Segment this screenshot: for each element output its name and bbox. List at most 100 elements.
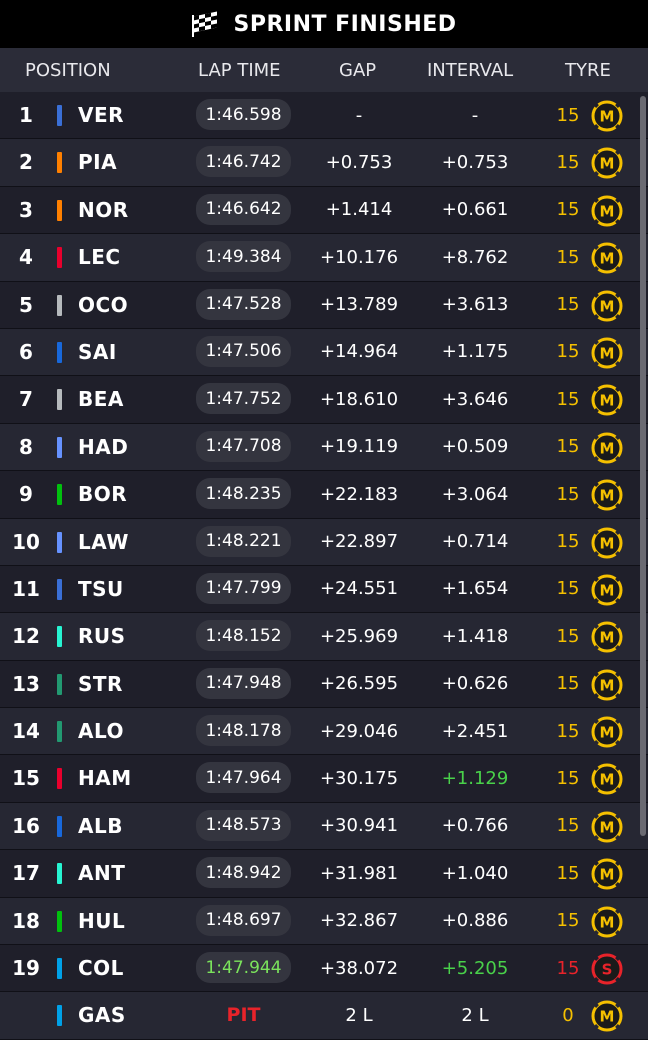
driver-code: BEA — [78, 387, 124, 412]
table-row[interactable]: GAS PIT 2 L 2 L 0 M — [0, 992, 648, 1040]
position-number: 2 — [19, 150, 33, 175]
lap-time-pill: 1:47.799 — [196, 572, 291, 604]
medium-tyre-icon: M — [591, 479, 623, 511]
tyre-compound-letter: M — [600, 155, 615, 173]
team-color-bar — [57, 1005, 62, 1027]
table-row[interactable]: 16 ALB 1:48.573 +30.941 +0.766 15 M — [0, 802, 648, 851]
table-row[interactable]: 17 ANT 1:48.942 +31.981 +1.040 15 M — [0, 850, 648, 898]
tyre-compound-letter: M — [600, 534, 615, 552]
gap-value: +1.414 — [325, 199, 393, 221]
tyre-laps: 15 — [556, 483, 580, 505]
driver-code: PIA — [78, 150, 118, 175]
medium-tyre-icon: M — [591, 527, 623, 559]
table-row[interactable]: 1 VER 1:46.598 - - 15 M — [0, 92, 648, 140]
table-row[interactable]: 19 COL 1:47.944 +38.072 +5.205 15 S — [0, 945, 648, 993]
team-color-bar — [57, 721, 62, 743]
team-color-bar — [57, 673, 62, 695]
team-color-bar — [57, 958, 62, 980]
table-row[interactable]: 18 HUL 1:48.697 +32.867 +0.886 15 M — [0, 897, 648, 946]
gap-value: +26.595 — [319, 673, 399, 695]
position-number: 8 — [19, 434, 33, 459]
tyre-compound-letter: M — [600, 1008, 615, 1026]
position-number: 7 — [19, 387, 33, 412]
medium-tyre-icon: M — [591, 384, 623, 416]
scrollbar[interactable] — [640, 96, 646, 836]
interval-value: +0.509 — [441, 436, 509, 458]
driver-code: TSU — [78, 576, 124, 601]
table-row[interactable]: 3 NOR 1:46.642 +1.414 +0.661 15 M — [0, 186, 648, 235]
lap-time-pill: 1:47.944 — [196, 952, 291, 984]
table-row[interactable]: 4 LEC 1:49.384 +10.176 +8.762 15 M — [0, 234, 648, 282]
team-color-bar — [57, 578, 62, 600]
interval-value: +0.661 — [441, 199, 509, 221]
lap-time-pill: 1:47.708 — [196, 430, 291, 462]
tyre-laps: 15 — [556, 862, 580, 884]
driver-code: HUL — [78, 908, 126, 933]
position-number: 16 — [12, 813, 40, 838]
team-color-bar — [57, 199, 62, 221]
table-row[interactable]: 7 BEA 1:47.752 +18.610 +3.646 15 M — [0, 376, 648, 424]
tyre-laps: 15 — [556, 199, 580, 221]
table-row[interactable]: 10 LAW 1:48.221 +22.897 +0.714 15 M — [0, 518, 648, 566]
team-color-bar — [57, 863, 62, 885]
gap-value: +31.981 — [319, 862, 399, 884]
tyre-laps: 15 — [556, 531, 580, 553]
medium-tyre-icon: M — [591, 100, 623, 132]
column-header-row: POSITION LAP TIME GAP INTERVAL TYRE — [0, 48, 648, 92]
position-number: 13 — [12, 671, 40, 696]
table-row[interactable]: 9 BOR 1:48.235 +22.183 +3.064 15 M — [0, 471, 648, 519]
table-row[interactable]: 12 RUS 1:48.152 +25.969 +1.418 15 M — [0, 613, 648, 661]
gap-value: +0.753 — [325, 151, 393, 173]
table-row[interactable]: 8 HAD 1:47.708 +19.119 +0.509 15 M — [0, 423, 648, 472]
gap-value: +22.897 — [319, 531, 399, 553]
team-color-bar — [57, 768, 62, 790]
medium-tyre-icon: M — [591, 147, 623, 179]
table-row[interactable]: 15 HAM 1:47.964 +30.175 +1.129 15 M — [0, 755, 648, 803]
table-row[interactable]: 14 ALO 1:48.178 +29.046 +2.451 15 M — [0, 708, 648, 756]
tyre-compound-letter: M — [600, 344, 615, 362]
lap-time-pill: 1:47.752 — [196, 383, 291, 415]
tyre-compound-letter: M — [600, 202, 615, 220]
gap-value: - — [355, 104, 363, 126]
tyre-compound-letter: M — [600, 676, 615, 694]
interval-value: +3.613 — [441, 294, 509, 316]
lap-time-pill: 1:48.235 — [196, 478, 291, 510]
tyre-compound-letter: M — [600, 913, 615, 931]
tyre-compound-letter: M — [600, 724, 615, 742]
team-color-bar — [57, 294, 62, 316]
gap-value: +14.964 — [319, 341, 399, 363]
table-row[interactable]: 13 STR 1:47.948 +26.595 +0.626 15 M — [0, 660, 648, 709]
tyre-compound-letter: M — [600, 297, 615, 315]
driver-code: GAS — [78, 1003, 126, 1028]
medium-tyre-icon: M — [591, 242, 623, 274]
team-color-bar — [57, 389, 62, 411]
position-number: 11 — [12, 576, 40, 601]
tyre-laps: 15 — [556, 104, 580, 126]
tyre-compound-letter: M — [600, 108, 615, 126]
table-row[interactable]: 2 PIA 1:46.742 +0.753 +0.753 15 M — [0, 139, 648, 187]
column-header-interval: INTERVAL — [427, 60, 514, 81]
gap-value: 2 L — [345, 1004, 373, 1026]
position-number: 12 — [12, 624, 40, 649]
medium-tyre-icon: M — [591, 574, 623, 606]
pit-status: PIT — [226, 1003, 261, 1026]
medium-tyre-icon: M — [591, 763, 623, 795]
driver-code: SAI — [78, 339, 117, 364]
medium-tyre-icon: M — [591, 337, 623, 369]
position-number: 14 — [12, 719, 40, 744]
gap-value: +13.789 — [319, 294, 399, 316]
driver-code: BOR — [78, 482, 128, 507]
table-row[interactable]: 6 SAI 1:47.506 +14.964 +1.175 15 M — [0, 328, 648, 377]
tyre-compound-letter: M — [600, 818, 615, 836]
position-number: 1 — [19, 103, 33, 127]
interval-value: +1.129 — [441, 767, 509, 789]
team-color-bar — [57, 105, 62, 126]
lap-time-pill: 1:48.573 — [196, 809, 291, 841]
lap-time-pill: 1:47.528 — [196, 288, 291, 320]
tyre-laps: 15 — [556, 151, 580, 173]
interval-value: +0.714 — [441, 531, 509, 553]
table-row[interactable]: 5 OCO 1:47.528 +13.789 +3.613 15 M — [0, 281, 648, 329]
table-row[interactable]: 11 TSU 1:47.799 +24.551 +1.654 15 M — [0, 565, 648, 614]
gap-value: +19.119 — [319, 436, 399, 458]
tyre-laps: 15 — [556, 767, 580, 789]
